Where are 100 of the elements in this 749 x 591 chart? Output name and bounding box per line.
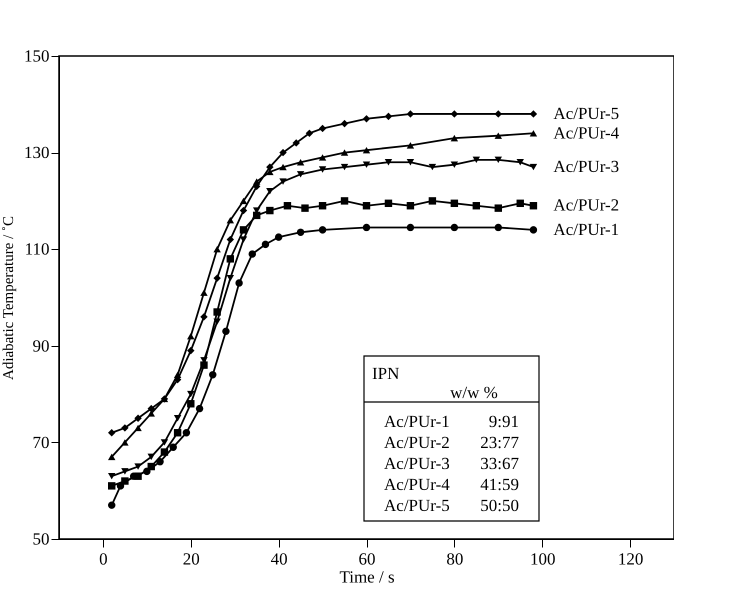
point	[494, 110, 502, 118]
point	[252, 178, 260, 185]
point	[296, 171, 304, 178]
point	[143, 468, 151, 476]
point	[450, 161, 458, 168]
point	[187, 400, 194, 408]
point	[121, 468, 129, 475]
point	[174, 429, 182, 436]
point	[108, 473, 116, 480]
point	[384, 159, 392, 166]
point	[450, 224, 458, 232]
point	[248, 250, 256, 258]
point	[160, 439, 168, 446]
point	[318, 226, 326, 234]
annotation: w/w %	[450, 383, 498, 402]
point	[428, 197, 436, 205]
point	[406, 224, 414, 232]
point	[174, 415, 182, 422]
point	[121, 424, 129, 432]
point	[279, 178, 287, 185]
point	[240, 226, 248, 234]
point	[362, 202, 370, 210]
point	[296, 228, 304, 236]
y-axis-title: Adiabatic Temperature / ˚C	[1, 216, 17, 380]
x-tick-label: 120	[618, 550, 644, 568]
point	[530, 226, 538, 234]
point	[226, 217, 234, 224]
y-tick-label: 110	[24, 240, 50, 259]
x-tick-label: 0	[99, 550, 108, 568]
point	[494, 156, 502, 164]
x-tick-label: 40	[270, 550, 288, 568]
point	[274, 233, 282, 241]
point	[226, 255, 234, 263]
series-label: Ac/PUr-3	[553, 157, 620, 176]
point	[213, 308, 221, 316]
series-label: Ac/PUr-2	[553, 196, 620, 215]
point	[266, 163, 274, 171]
point	[174, 372, 182, 378]
point	[170, 444, 177, 451]
annotation: 9:91	[488, 412, 519, 431]
point	[494, 132, 502, 139]
point	[200, 289, 208, 296]
point	[240, 206, 248, 214]
point	[318, 124, 326, 132]
point	[134, 424, 142, 432]
point	[108, 501, 116, 509]
point	[226, 236, 234, 244]
point	[450, 110, 458, 118]
point	[213, 246, 221, 252]
series-label: Ac/PUr-1	[553, 220, 620, 239]
point	[340, 149, 348, 156]
point	[530, 202, 538, 210]
point	[213, 274, 221, 282]
point	[200, 313, 208, 321]
point	[148, 454, 155, 460]
point	[266, 206, 274, 214]
point	[187, 390, 194, 398]
y-tick-label: 130	[24, 143, 50, 162]
point	[318, 166, 326, 173]
point	[494, 224, 502, 232]
point	[494, 204, 502, 212]
point	[450, 200, 458, 208]
annotation: 23:77	[480, 433, 520, 452]
point	[266, 188, 274, 194]
point	[362, 161, 370, 168]
point	[306, 130, 314, 137]
x-tick-label: 20	[182, 550, 200, 568]
y-tick-label: 150	[24, 46, 50, 66]
point	[108, 429, 116, 436]
annotation: Ac/PUr-4	[384, 475, 450, 494]
point	[340, 197, 348, 205]
point	[530, 164, 538, 170]
point	[516, 200, 524, 208]
point	[292, 139, 300, 147]
point	[516, 159, 524, 166]
annotation: Ac/PUr-3	[384, 454, 450, 473]
point	[116, 482, 124, 490]
point	[301, 204, 309, 212]
point	[134, 414, 142, 422]
point	[530, 110, 538, 118]
annotation: 33:67	[480, 454, 520, 473]
point	[279, 148, 287, 156]
point	[182, 429, 190, 436]
point	[200, 361, 208, 369]
series-label: Ac/PUr-4	[553, 123, 620, 142]
point	[340, 164, 348, 170]
point	[196, 404, 204, 412]
series-label: Ac/PUr-5	[553, 104, 620, 123]
point	[284, 202, 292, 210]
x-tick-label: 80	[446, 550, 464, 568]
point	[279, 164, 287, 170]
point	[121, 439, 129, 446]
y-tick-label: 90	[32, 336, 50, 356]
point	[406, 202, 414, 210]
point	[384, 112, 392, 120]
point	[187, 346, 194, 354]
point	[406, 110, 414, 118]
point	[226, 274, 234, 282]
annotation: 41:59	[480, 475, 519, 494]
annotation: IPN	[372, 364, 400, 383]
